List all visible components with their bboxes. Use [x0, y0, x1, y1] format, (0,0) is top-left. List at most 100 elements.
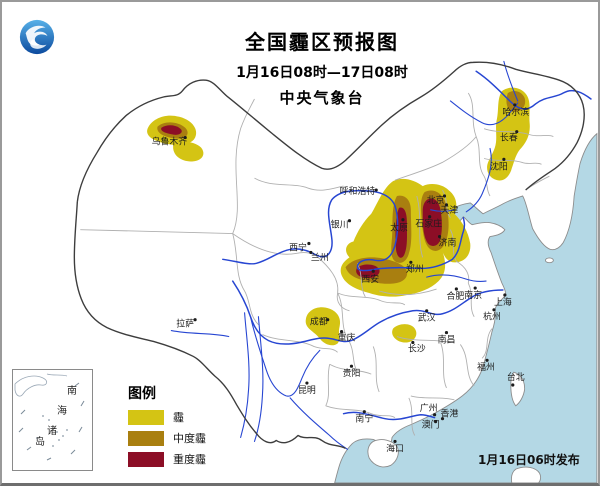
- city-label: 昆明: [298, 385, 316, 396]
- inset-char-zhu: 诸: [47, 426, 57, 437]
- city-label: 西安: [361, 273, 379, 285]
- severe-haze-swatch: [128, 451, 164, 467]
- city-label: 西宁: [289, 241, 307, 253]
- city-dot: [305, 381, 309, 385]
- city-dot: [444, 203, 449, 207]
- city-dot: [371, 269, 375, 273]
- city-label: 广州: [420, 402, 438, 414]
- city-label: 成都: [310, 316, 328, 328]
- city-dot: [307, 241, 311, 246]
- haze-area-chengdu: [305, 307, 341, 346]
- city-dot: [502, 157, 506, 161]
- liao-river: [465, 147, 492, 213]
- moderate-haze-swatch: [128, 430, 164, 446]
- city-dot: [515, 130, 519, 134]
- agency-name: 中央气象台: [279, 89, 365, 107]
- inset-char-hai: 海: [57, 406, 67, 417]
- city-label: 澳门: [422, 419, 440, 431]
- city-dot: [309, 250, 313, 254]
- haze-severe-shijiazhuang: [422, 198, 442, 246]
- city-dot: [444, 330, 449, 335]
- city-label: 北京: [427, 194, 445, 206]
- salween-river: [240, 312, 250, 439]
- red-river: [289, 397, 349, 450]
- city-label: 呼和浩特: [340, 185, 376, 197]
- city-label: 太原: [390, 222, 408, 234]
- haze-severe-xian: [356, 264, 380, 279]
- city-dot: [437, 234, 442, 239]
- city-dot: [349, 364, 354, 368]
- city-label: 台北: [507, 371, 525, 383]
- inset-char-nan: 南: [67, 386, 77, 397]
- city-label: 哈尔滨: [502, 106, 529, 118]
- rivers: [170, 60, 592, 450]
- haze-swatch: [128, 409, 164, 425]
- haze-severe-urumqi: [161, 125, 182, 135]
- taiwan-island: [510, 371, 526, 407]
- page-title: 全国霾区预报图: [245, 30, 399, 54]
- sea-area: [334, 132, 598, 483]
- legend-item-moderate-haze: 中度霾: [128, 430, 238, 446]
- city-dot: [374, 188, 378, 192]
- city-dot: [513, 103, 517, 107]
- city-label: 乌鲁木齐: [152, 136, 188, 148]
- city-dot: [485, 358, 489, 362]
- yangtze-river: [231, 280, 504, 345]
- city-label: 长春: [500, 132, 518, 144]
- city-label: 贵阳: [343, 367, 361, 379]
- city-dot: [454, 287, 458, 291]
- city-label: 长沙: [408, 342, 426, 354]
- city-label: 南昌: [438, 333, 456, 345]
- city-dot: [433, 413, 437, 417]
- city-dot: [428, 215, 432, 219]
- city-dot: [492, 308, 496, 312]
- city-label: 香港: [441, 408, 459, 420]
- songhua-river: [449, 100, 519, 126]
- haze-area-changsha: [392, 324, 417, 343]
- city-label: 南京: [464, 289, 482, 301]
- city-dot: [511, 383, 515, 387]
- city-label: 上海: [494, 296, 512, 308]
- hainan-island: [367, 439, 399, 468]
- forecast-period: 1月16日08时—17日08时: [236, 65, 408, 81]
- city-label: 拉萨: [176, 318, 194, 330]
- cma-logo: [19, 19, 55, 55]
- hai-river: [430, 209, 454, 212]
- city-dot: [193, 318, 197, 322]
- haze-moderate-harbin: [506, 91, 526, 112]
- title-block: 全国霾区预报图 1月16日08时—17日08时 中央气象台: [152, 26, 492, 108]
- city-label: 沈阳: [490, 160, 508, 172]
- city-label: 南宁: [355, 413, 373, 425]
- yarlung-river: [170, 330, 230, 338]
- yellow-river: [222, 189, 466, 272]
- haze-area-urumqi-se: [173, 141, 204, 162]
- city-label: 天津: [441, 205, 459, 216]
- city-label: 福州: [477, 361, 495, 373]
- city-label: 武汉: [418, 312, 436, 324]
- legend-item-severe-haze: 重度霾: [128, 451, 238, 467]
- legend: 图例 霾 中度霾 重度霾: [128, 383, 238, 472]
- mekong-river: [253, 316, 264, 442]
- city-label: 济南: [439, 236, 457, 248]
- city-dot: [183, 136, 187, 140]
- city-dot: [473, 286, 477, 290]
- national-border: [73, 61, 585, 449]
- city-dot: [434, 420, 438, 424]
- haze-label: 霾: [173, 411, 184, 424]
- south-china-sea-inset: 南 海 诸 岛: [12, 369, 93, 471]
- huai-river: [426, 274, 487, 283]
- city-label: 合肥: [446, 290, 464, 302]
- city-dot: [411, 340, 415, 345]
- city-dot: [362, 410, 366, 414]
- amur-river: [475, 70, 592, 110]
- city-label: 银川: [331, 219, 349, 231]
- inset-char-dao: 岛: [35, 437, 45, 448]
- inset-map: [14, 373, 85, 461]
- city-dot: [393, 439, 397, 444]
- city-dot: [401, 218, 405, 222]
- pearl-river: [342, 411, 436, 421]
- city-label: 海口: [386, 442, 404, 454]
